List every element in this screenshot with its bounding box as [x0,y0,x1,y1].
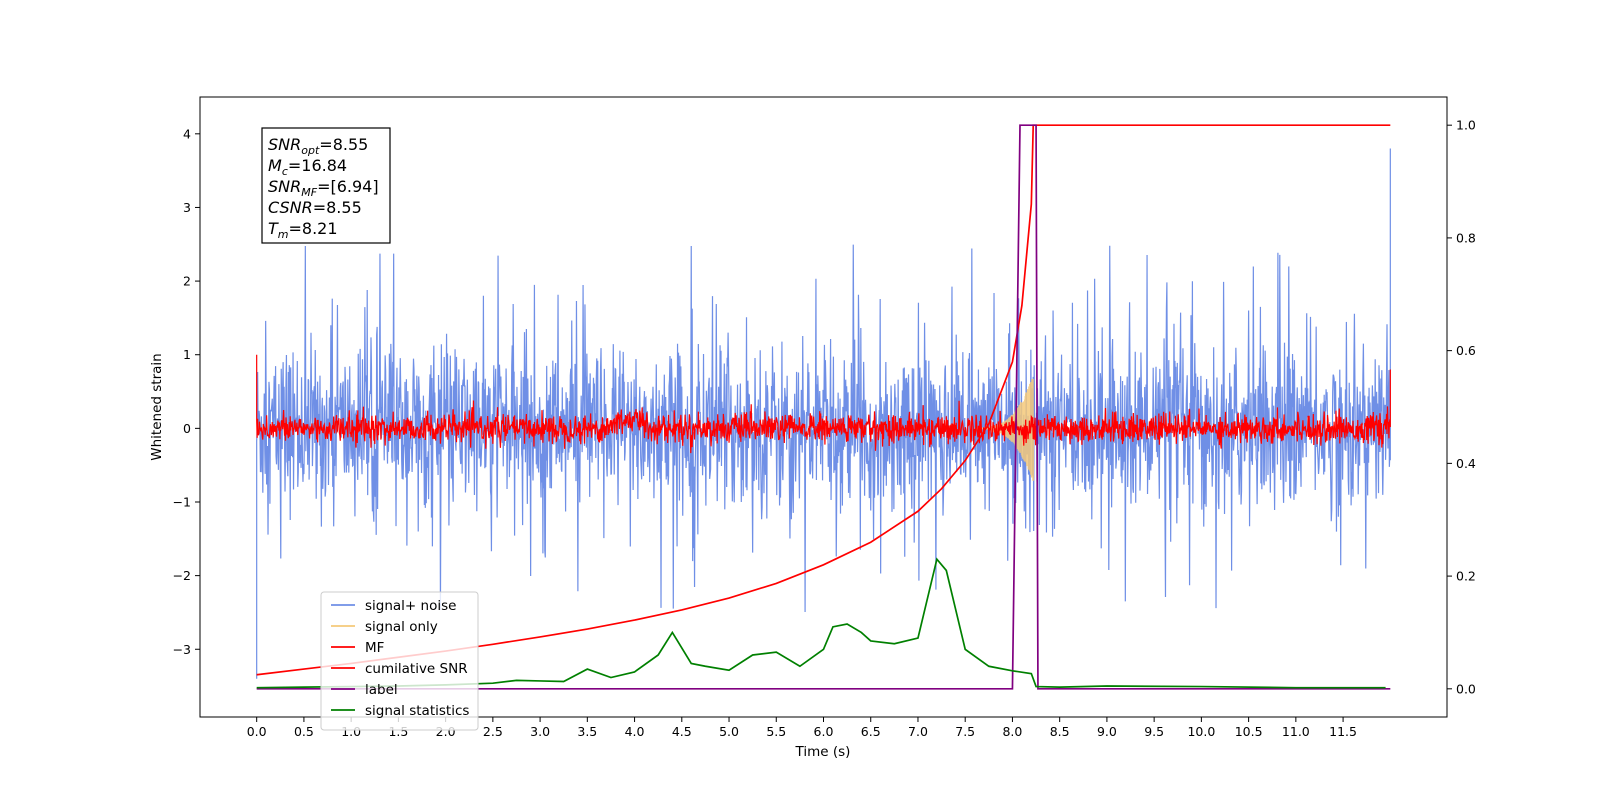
x-tick-label: 9.5 [1144,724,1164,739]
legend-entry: signal only [365,619,438,635]
y2-tick-label: 0.6 [1456,343,1476,358]
annotation-frame [261,127,391,244]
x-tick-label: 0.0 [247,724,267,739]
annotation-line: CSNR=8.55 [268,198,362,217]
y2-tick-label: 1.0 [1456,118,1476,133]
legend-entry: cumilative SNR [365,661,468,677]
y2-tick-label: 0.0 [1456,681,1476,696]
x-tick-label: 3.5 [577,724,597,739]
legend-entry: signal+ noise [365,598,456,614]
y-tick-label: −1 [173,494,191,509]
x-tick-label: 10.0 [1187,724,1215,739]
x-tick-label: 2.5 [483,724,503,739]
y-tick-label: −2 [173,568,191,583]
x-tick-label: 7.5 [955,724,975,739]
x-tick-label: 10.5 [1235,724,1263,739]
y-tick-label: 0 [183,421,191,436]
series-line-5 [256,557,1386,689]
legend-entry: label [365,682,398,698]
series-line-0 [256,148,1391,679]
series-line-4 [256,124,1391,690]
y2-tick-label: 0.2 [1456,569,1476,584]
x-tick-label: 8.0 [1002,724,1022,739]
y2-tick-label: 0.8 [1456,230,1476,245]
y-tick-label: 1 [183,347,191,362]
x-tick-label: 5.0 [719,724,739,739]
legend-entry: MF [365,640,384,656]
annotation-line: SNRopt=8.55 [268,135,368,157]
x-tick-label: 11.5 [1329,724,1357,739]
annotation-line: Tm=8.21 [268,219,338,241]
y-tick-label: 2 [183,274,191,289]
x-tick-label: 6.5 [861,724,881,739]
x-tick-label: 4.5 [672,724,692,739]
x-tick-label: 4.0 [625,724,645,739]
y-axis-ticks: −3 −2 −1 0 1 2 3 4 [173,126,200,657]
x-axis-label: Time (s) [795,744,851,760]
x-tick-label: 7.0 [908,724,928,739]
x-tick-label: 0.5 [294,724,314,739]
y-axis-label: Whitened strain [149,353,165,460]
y2-tick-label: 0.4 [1456,456,1476,471]
y-tick-label: 3 [183,200,191,215]
series-line-2 [256,354,1391,454]
x-tick-label: 5.5 [766,724,786,739]
x-tick-label: 3.0 [530,724,550,739]
annotation-line: SNRMF=[6.94] [268,177,379,199]
y-tick-label: 4 [183,126,191,141]
legend: signal+ noise signal only MF cumilative SNR… [320,591,479,731]
annotation-box: SNRopt=8.55Mc=16.84SNRMF=[6.94]CSNR=8.55… [261,127,391,244]
x-tick-label: 8.5 [1050,724,1070,739]
y-tick-label: −3 [173,642,191,657]
x-tick-label: 6.0 [814,724,834,739]
x-tick-label: 11.0 [1282,724,1310,739]
legend-frame [320,591,479,731]
y2-axis-ticks: 0.0 0.2 0.4 0.6 0.8 1.0 [1447,118,1476,696]
annotation-line: Mc=16.84 [268,156,347,178]
legend-entry: signal statistics [365,703,469,719]
x-tick-label: 9.0 [1097,724,1117,739]
